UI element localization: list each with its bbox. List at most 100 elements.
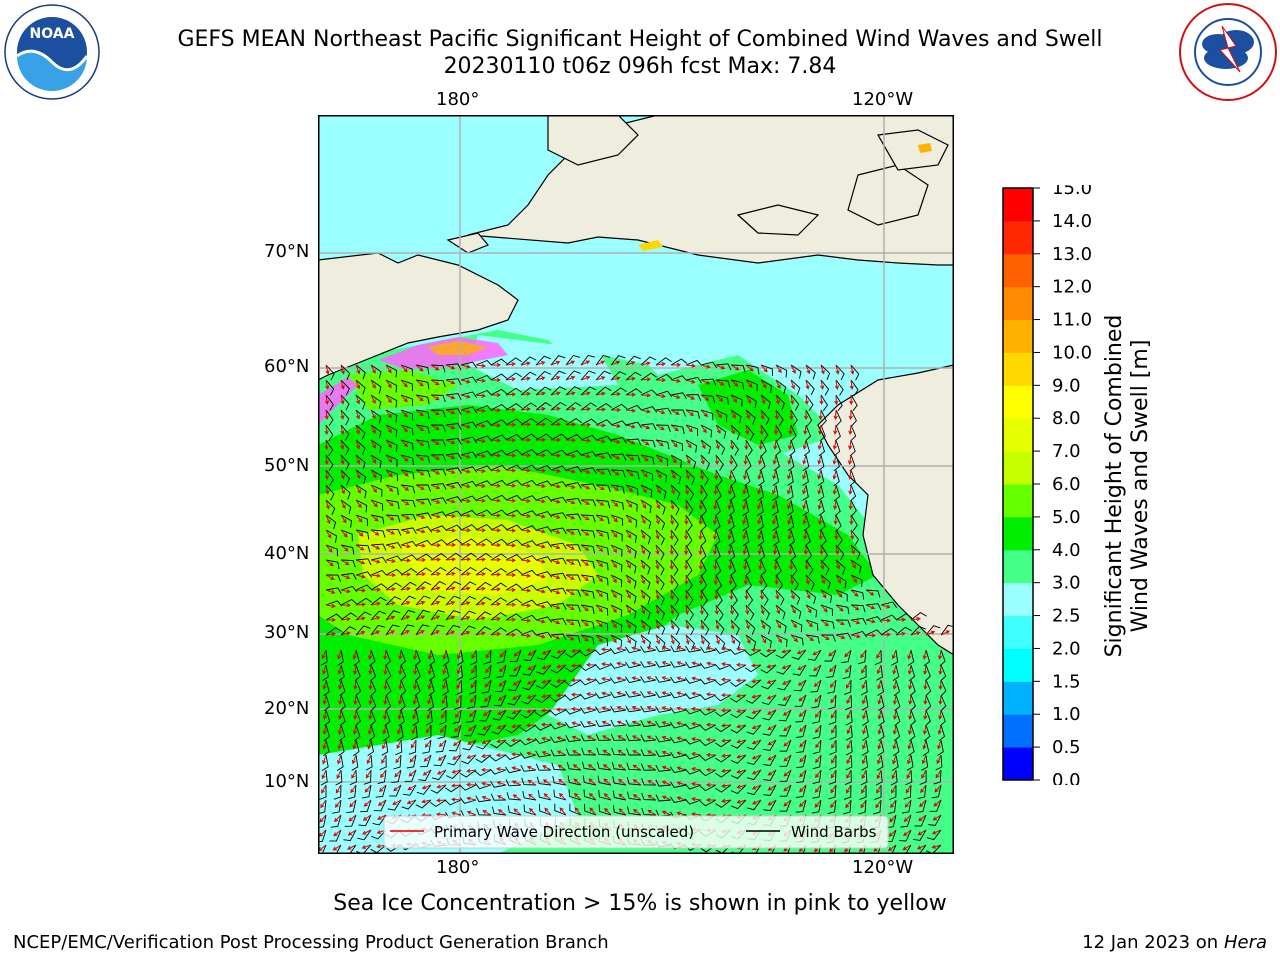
- wave-direction-arrow: [565, 484, 576, 489]
- colorbar-tick-label: 2.5: [1052, 606, 1081, 627]
- wave-direction-arrow: [720, 723, 732, 728]
- wind-barb: [595, 559, 609, 571]
- wave-direction-arrow: [685, 363, 696, 368]
- wind-barb: [400, 567, 418, 576]
- wind-barb: [522, 791, 537, 801]
- wind-barb: [787, 469, 794, 486]
- wave-direction-arrow: [321, 769, 327, 780]
- wind-barb: [505, 568, 523, 576]
- wind-barb: [886, 814, 897, 829]
- wind-barb: [760, 409, 770, 426]
- wave-direction-arrow: [617, 735, 627, 741]
- wave-direction-arrow: [742, 469, 748, 480]
- wind-barb: [790, 364, 802, 379]
- wave-direction-arrow: [618, 778, 627, 786]
- wave-direction-arrow: [817, 499, 822, 510]
- wave-direction-arrow: [601, 735, 612, 741]
- wave-direction-arrow: [571, 735, 582, 741]
- wind-barb: [833, 454, 840, 472]
- wave-direction-arrow: [818, 514, 823, 525]
- wave-direction-arrow: [520, 361, 531, 366]
- wave-direction-arrow: [511, 709, 522, 715]
- wind-barb: [715, 439, 726, 455]
- wind-barb: [505, 387, 522, 396]
- wind-barb: [835, 409, 842, 427]
- wind-barb: [610, 355, 626, 366]
- wave-direction-arrow: [625, 392, 637, 397]
- wind-barb: [319, 785, 327, 800]
- wave-direction-arrow: [541, 694, 552, 699]
- wind-barb: [861, 739, 869, 756]
- wave-direction-arrow: [610, 514, 618, 523]
- wave-direction-arrow: [790, 619, 797, 629]
- wind-barb: [535, 750, 552, 758]
- wind-barb: [804, 529, 811, 547]
- wave-direction-arrow: [788, 559, 794, 571]
- wind-barb: [400, 679, 407, 697]
- wave-direction-arrow: [684, 499, 689, 511]
- wave-direction-arrow: [415, 454, 425, 461]
- wind-barb: [433, 754, 447, 767]
- wind-barb: [520, 356, 537, 366]
- wind-barb: [437, 724, 447, 739]
- colorbar-swatch: [1003, 516, 1033, 551]
- wind-barb: [460, 538, 478, 546]
- wave-direction-arrow: [340, 364, 345, 375]
- wave-direction-arrow: [676, 766, 687, 771]
- wave-direction-arrow: [742, 544, 747, 555]
- wind-barb: [775, 439, 782, 457]
- colorbar-tick-label: 6.0: [1052, 474, 1081, 495]
- wave-direction-arrow: [917, 829, 927, 836]
- wave-direction-arrow: [670, 409, 680, 415]
- wave-direction-arrow: [640, 634, 646, 645]
- colorbar-swatch: [1003, 582, 1033, 617]
- wind-barb: [835, 574, 847, 589]
- wave-direction-arrow: [602, 764, 612, 771]
- wind-barb: [763, 769, 777, 781]
- wind-barb: [812, 754, 822, 770]
- wave-direction-arrow: [616, 661, 627, 666]
- wind-barb: [361, 784, 372, 799]
- wind-barb: [454, 694, 462, 710]
- wind-barb: [553, 789, 567, 801]
- wind-barb: [400, 424, 414, 436]
- wave-direction-arrow: [430, 615, 441, 621]
- wave-direction-arrow: [595, 499, 605, 506]
- wave-direction-arrow: [565, 499, 576, 505]
- wind-barb: [791, 649, 807, 660]
- wave-direction-arrow: [406, 799, 417, 805]
- wave-direction-arrow: [861, 679, 867, 690]
- wave-direction-arrow: [817, 484, 822, 495]
- wind-barb: [505, 613, 523, 621]
- wind-barb: [640, 439, 656, 448]
- wave-direction-arrow: [865, 633, 877, 638]
- wave-direction-arrow: [550, 514, 561, 519]
- wave-direction-arrow: [736, 769, 747, 774]
- wind-barb: [565, 589, 581, 597]
- wave-direction-arrow: [355, 424, 360, 435]
- wind-barb: [535, 402, 552, 411]
- wind-barb: [684, 708, 702, 715]
- wave-direction-arrow: [426, 709, 432, 720]
- wind-barb: [580, 544, 596, 554]
- wind-barb: [744, 559, 751, 577]
- wind-barb: [730, 394, 743, 407]
- wind-barb: [760, 634, 772, 649]
- wave-direction-arrow: [337, 679, 343, 690]
- wave-direction-arrow: [565, 529, 576, 535]
- wave-direction-arrow: [625, 559, 631, 569]
- wind-barb: [935, 754, 943, 771]
- map-panel: Primary Wave Direction (unscaled) Wind B…: [318, 115, 954, 854]
- wind-barb: [843, 799, 852, 815]
- wave-direction-arrow: [640, 393, 652, 398]
- wave-direction-arrow: [691, 661, 702, 666]
- wave-direction-arrow: [340, 394, 345, 405]
- wind-barb: [385, 610, 401, 621]
- wind-barb: [534, 724, 552, 731]
- wave-direction-arrow: [535, 514, 546, 519]
- wind-barb: [819, 424, 826, 442]
- wind-barb: [428, 679, 435, 697]
- wind-barb: [910, 612, 927, 621]
- wave-direction-arrow: [700, 634, 705, 645]
- wave-direction-arrow: [715, 424, 721, 435]
